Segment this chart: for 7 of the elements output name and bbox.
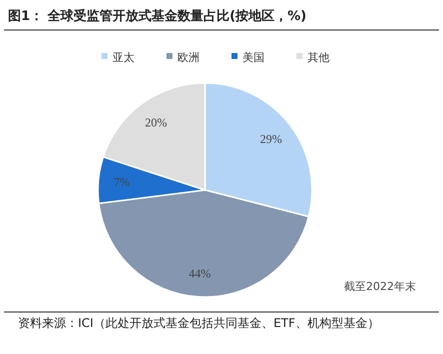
legend-label: 美国: [242, 51, 264, 64]
annotation: 截至2022年末: [344, 280, 416, 293]
legend-label: 欧洲: [178, 51, 200, 64]
legend-label: 其他: [308, 51, 330, 64]
title: 图1： 全球受监管开放式基金数量占比(按地区，%): [8, 9, 306, 24]
legend-label: 亚太: [112, 51, 134, 64]
annotation: 资料来源：ICI（此处开放式基金包括共同基金、ETF、机构型基金）: [18, 315, 380, 332]
